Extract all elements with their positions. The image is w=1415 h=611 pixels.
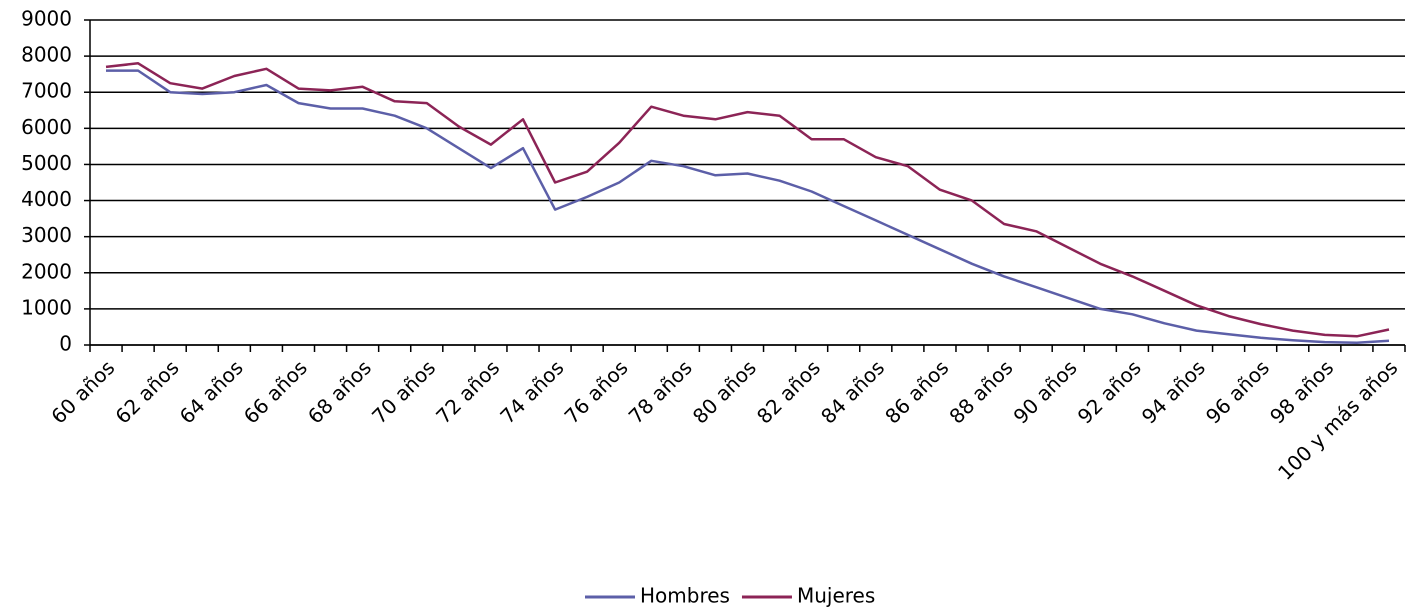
x-tick-label: 80 años (688, 355, 761, 428)
x-tick-label: 64 años (175, 355, 248, 428)
legend-label: Hombres (640, 584, 730, 608)
x-tick-label: 78 años (624, 355, 697, 428)
y-tick-label: 8000 (21, 43, 72, 67)
y-tick-label: 0 (59, 332, 72, 356)
x-tick-label: 70 años (367, 355, 440, 428)
x-tick-label: 82 años (752, 355, 825, 428)
x-tick-label: 60 años (46, 355, 119, 428)
y-tick-label: 5000 (21, 151, 72, 175)
x-tick-label: 90 años (1009, 355, 1082, 428)
y-tick-label: 2000 (21, 259, 72, 283)
x-tick-label: 96 años (1201, 355, 1274, 428)
series-line (105, 62, 1390, 338)
legend-label: Mujeres (797, 584, 875, 608)
x-tick-label: 88 años (944, 355, 1017, 428)
x-tick-label: 84 años (816, 355, 889, 428)
x-tick-label: 92 años (1073, 355, 1146, 428)
y-tick-label: 4000 (21, 187, 72, 211)
x-tick-label: 76 años (560, 355, 633, 428)
y-tick-label: 9000 (21, 7, 72, 31)
y-tick-label: 1000 (21, 295, 72, 319)
y-tick-label: 7000 (21, 79, 72, 103)
x-tick-label: 62 años (110, 355, 183, 428)
x-tick-label: 100 y más años (1273, 355, 1402, 484)
x-tick-label: 94 años (1137, 355, 1210, 428)
x-tick-label: 72 años (431, 355, 504, 428)
y-tick-label: 3000 (21, 223, 72, 247)
x-tick-label: 66 años (239, 355, 312, 428)
x-tick-label: 68 años (303, 355, 376, 428)
y-tick-label: 6000 (21, 115, 72, 139)
series-line (106, 69, 1390, 345)
x-tick-label: 74 años (495, 355, 568, 428)
x-tick-label: 86 años (880, 355, 953, 428)
